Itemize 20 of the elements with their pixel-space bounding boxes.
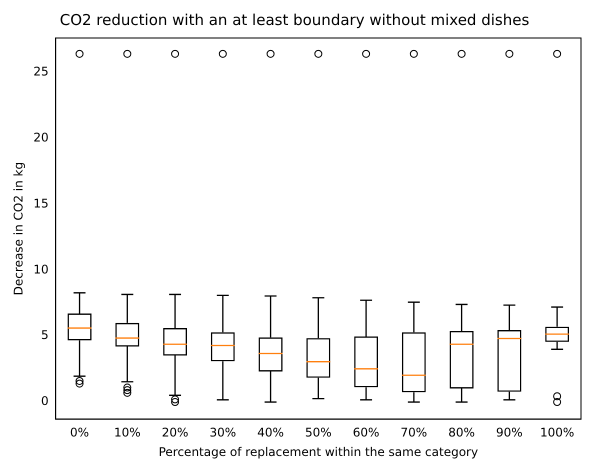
x-tick-label: 0% bbox=[70, 426, 90, 440]
x-tick-label: 10% bbox=[114, 426, 141, 440]
x-tick-label: 40% bbox=[257, 426, 284, 440]
y-tick-label: 10 bbox=[33, 262, 49, 276]
y-tick-label: 0 bbox=[41, 394, 49, 408]
y-tick-label: 15 bbox=[33, 196, 49, 210]
x-tick-label: 50% bbox=[305, 426, 332, 440]
y-tick-label: 20 bbox=[33, 130, 49, 144]
x-tick-label: 90% bbox=[496, 426, 523, 440]
chart-title: CO2 reduction with an at least boundary without mixed dishes bbox=[60, 10, 530, 29]
x-tick-label: 80% bbox=[448, 426, 475, 440]
x-tick-label: 70% bbox=[400, 426, 428, 440]
x-tick-label: 20% bbox=[162, 426, 188, 440]
x-tick-label: 100% bbox=[540, 426, 574, 440]
x-axis-title: Percentage of replacement within the same category bbox=[158, 444, 478, 459]
y-tick-label: 25 bbox=[33, 64, 49, 78]
y-tick-label: 5 bbox=[41, 328, 49, 342]
y-axis-title: Decrease in CO2 in kg bbox=[11, 162, 26, 296]
x-tick-label: 30% bbox=[209, 426, 236, 440]
x-tick-label: 60% bbox=[352, 426, 380, 440]
